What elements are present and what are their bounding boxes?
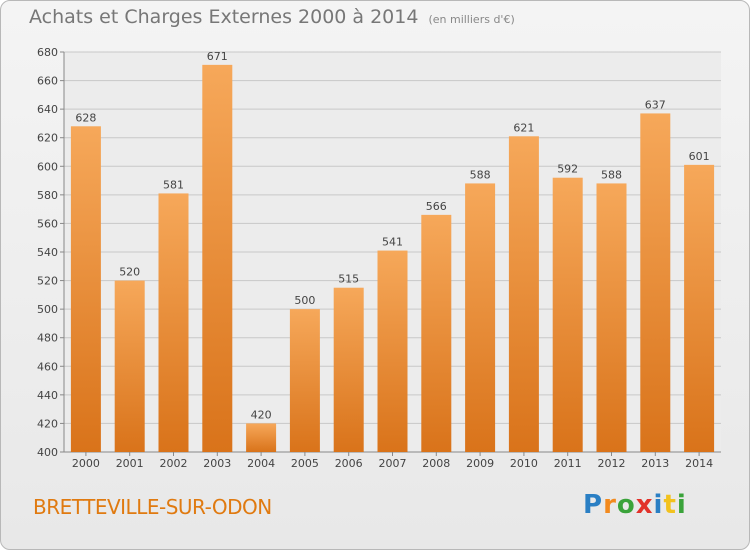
brand-letter: x bbox=[635, 490, 654, 520]
y-tick-label: 440 bbox=[37, 389, 58, 402]
bar-2000 bbox=[70, 126, 101, 453]
x-tick-label-2003: 2003 bbox=[203, 457, 231, 470]
x-tick-label-2001: 2001 bbox=[116, 457, 144, 470]
brand-letter: t bbox=[663, 490, 677, 520]
x-tick-label-2009: 2009 bbox=[466, 457, 494, 470]
y-tick-label: 680 bbox=[37, 46, 58, 59]
value-label-2013: 637 bbox=[645, 98, 666, 111]
bar-2009 bbox=[465, 183, 496, 452]
x-tick-label-2000: 2000 bbox=[72, 457, 100, 470]
bar-2012 bbox=[596, 183, 627, 452]
x-tick-label-2004: 2004 bbox=[247, 457, 275, 470]
value-label-2002: 581 bbox=[163, 178, 184, 191]
bar-2002 bbox=[158, 193, 189, 452]
chart-title-text: Achats et Charges Externes 2000 à 2014 bbox=[29, 6, 419, 28]
x-tick-label-2012: 2012 bbox=[598, 457, 626, 470]
value-label-2003: 671 bbox=[207, 50, 228, 63]
value-label-2008: 566 bbox=[426, 200, 447, 213]
value-label-2006: 515 bbox=[338, 273, 359, 286]
y-tick-label: 620 bbox=[37, 132, 58, 145]
x-tick-label-2010: 2010 bbox=[510, 457, 538, 470]
brand-letter: i bbox=[676, 490, 687, 520]
bar-2014 bbox=[684, 164, 715, 452]
bar-2006 bbox=[333, 287, 364, 452]
x-tick-label-2011: 2011 bbox=[554, 457, 582, 470]
y-tick-label: 480 bbox=[37, 332, 58, 345]
x-tick-label-2013: 2013 bbox=[641, 457, 669, 470]
x-tick-label-2014: 2014 bbox=[685, 457, 713, 470]
value-label-2011: 592 bbox=[557, 163, 578, 176]
chart-title: Achats et Charges Externes 2000 à 2014 (e… bbox=[29, 6, 515, 28]
bar-2008 bbox=[421, 214, 452, 452]
y-tick-label: 400 bbox=[37, 446, 58, 459]
value-label-2005: 500 bbox=[294, 294, 315, 307]
chart-subtitle: (en milliers d'€) bbox=[428, 13, 515, 26]
value-label-2009: 588 bbox=[470, 168, 491, 181]
x-tick-label-2008: 2008 bbox=[422, 457, 450, 470]
y-tick-label: 600 bbox=[37, 160, 58, 173]
value-label-2012: 588 bbox=[601, 168, 622, 181]
bar-2010 bbox=[508, 136, 539, 453]
value-label-2007: 541 bbox=[382, 236, 403, 249]
x-tick-label-2005: 2005 bbox=[291, 457, 319, 470]
brand-letter: i bbox=[653, 490, 664, 520]
brand-letter: P bbox=[583, 490, 604, 520]
value-label-2001: 520 bbox=[119, 266, 140, 279]
value-label-2000: 628 bbox=[75, 111, 96, 124]
y-tick-label: 520 bbox=[37, 275, 58, 288]
bar-2005 bbox=[289, 309, 320, 452]
bar-2003 bbox=[202, 64, 233, 452]
y-tick-label: 640 bbox=[37, 103, 58, 116]
bar-2007 bbox=[377, 250, 408, 452]
x-tick-label-2002: 2002 bbox=[160, 457, 188, 470]
bar-2011 bbox=[552, 177, 583, 452]
y-tick-label: 500 bbox=[37, 303, 58, 316]
y-tick-label: 460 bbox=[37, 360, 58, 373]
value-label-2004: 420 bbox=[251, 408, 272, 421]
bar-2013 bbox=[640, 113, 671, 452]
bar-2001 bbox=[114, 280, 145, 452]
bar-2004 bbox=[246, 423, 277, 452]
y-tick-label: 660 bbox=[37, 75, 58, 88]
x-tick-label-2006: 2006 bbox=[335, 457, 363, 470]
brand-letter: r bbox=[603, 490, 617, 520]
y-tick-label: 560 bbox=[37, 217, 58, 230]
x-tick-label-2007: 2007 bbox=[379, 457, 407, 470]
brand-logo: Proxiti bbox=[583, 490, 687, 520]
y-tick-label: 420 bbox=[37, 417, 58, 430]
brand-letter: o bbox=[616, 490, 636, 520]
commune-name: BRETTEVILLE-SUR-ODON bbox=[33, 495, 272, 519]
y-tick-label: 580 bbox=[37, 189, 58, 202]
value-label-2010: 621 bbox=[513, 121, 534, 134]
y-tick-label: 540 bbox=[37, 246, 58, 259]
value-label-2014: 601 bbox=[689, 150, 710, 163]
